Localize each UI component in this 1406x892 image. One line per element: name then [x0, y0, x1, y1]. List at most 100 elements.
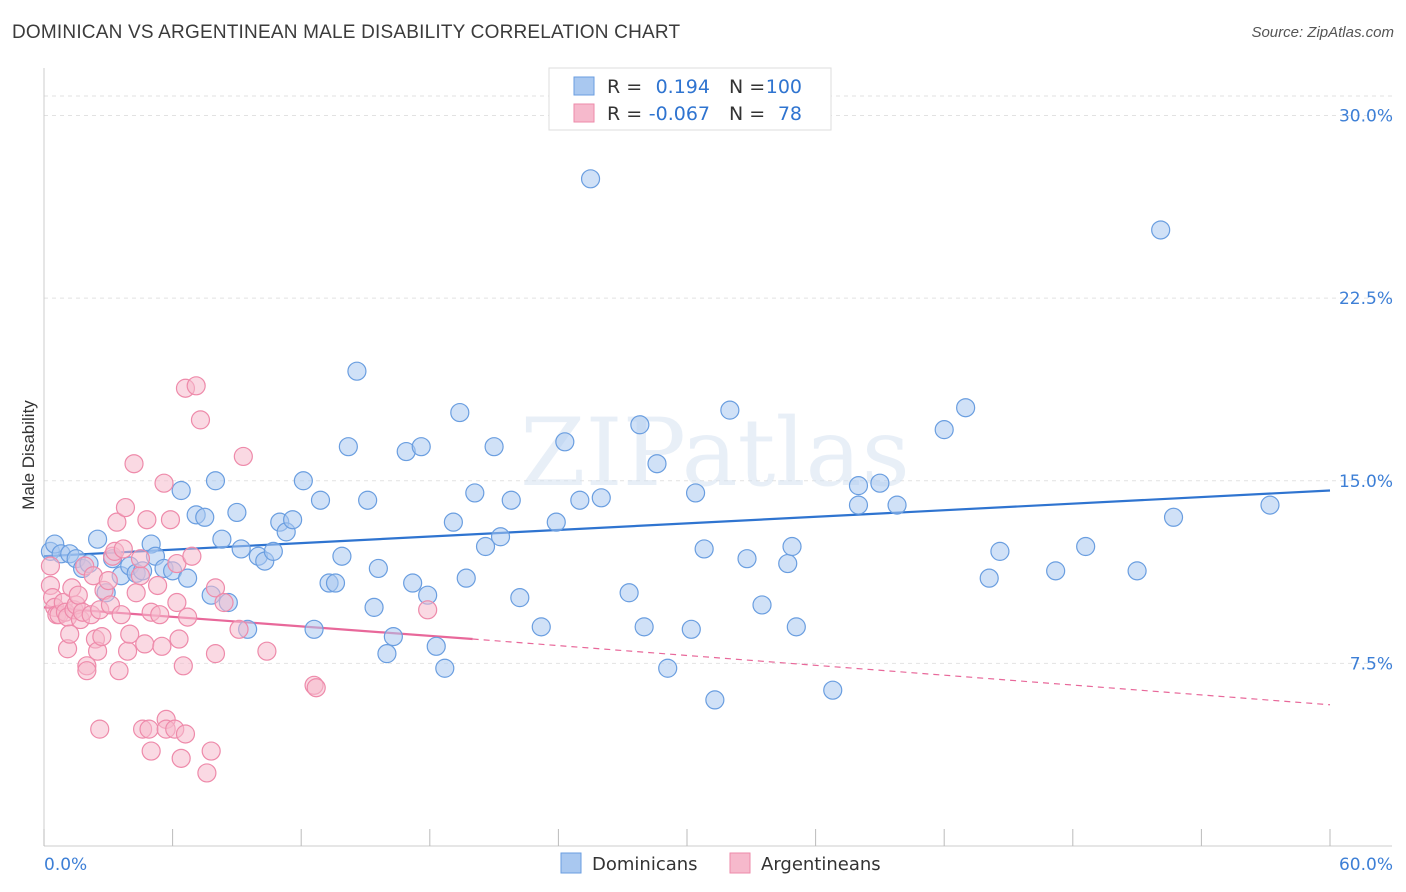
dominican-point [338, 437, 358, 457]
dominican-point [737, 549, 757, 569]
argentinean-point [201, 741, 221, 761]
argentinean-point [306, 678, 326, 698]
bottom-legend-dominicans: Dominicans [592, 854, 698, 875]
dominican-point [377, 644, 397, 664]
argentinean-point [169, 629, 189, 649]
argentinean-point [186, 376, 206, 396]
argentinean-point [190, 410, 211, 430]
legend-r-label-2: R = [607, 103, 642, 125]
argentinean-point [152, 636, 172, 656]
dominican-point [212, 529, 232, 549]
dominican-point [1163, 507, 1184, 527]
dominican-point [205, 471, 226, 491]
argentinean-point [233, 446, 253, 467]
argentinean-point [109, 661, 129, 681]
legend-r-value-1: 0.194 [656, 76, 710, 98]
dominican-point [484, 437, 504, 457]
dominican-point [332, 546, 352, 566]
argentinean-point [124, 454, 144, 474]
dominican-point [510, 588, 530, 608]
chart-title: DOMINICAN VS ARGENTINEAN MALE DISABILITY… [12, 22, 681, 43]
dominicans-trend-line [43, 489, 1331, 558]
argentinean-point [197, 763, 217, 783]
dominican-point [848, 476, 869, 496]
dominican-point [501, 490, 521, 510]
argentinean-point [77, 661, 97, 681]
axes [43, 68, 1392, 847]
dominican-point [685, 483, 706, 503]
dominican-point [887, 495, 907, 515]
dominican-point [591, 488, 611, 508]
y-tick-label: 22.5% [1339, 289, 1393, 309]
bottom-legend: Dominicans Argentineans [560, 852, 881, 875]
bottom-legend-argentineans: Argentineans [761, 854, 881, 875]
dominican-point [87, 529, 108, 549]
dominican-point [465, 483, 485, 503]
argentinean-point [113, 539, 133, 559]
argentinean-point [147, 575, 168, 596]
dominican-point [720, 400, 740, 420]
dominican-point [195, 507, 215, 527]
dominican-point [580, 169, 601, 189]
argentinean-point [90, 719, 110, 739]
dominican-point [647, 454, 667, 474]
dominican-point [694, 539, 714, 559]
dominican-point [786, 617, 806, 637]
dominican-point [358, 490, 378, 510]
dominican-point [450, 402, 470, 423]
dominican-point [778, 553, 798, 574]
dominican-point [752, 595, 772, 615]
dominican-point [848, 495, 869, 515]
argentinean-point [141, 741, 161, 761]
top-legend: R = 0.194 N = 100 R = -0.067 N = 78 [548, 67, 832, 131]
legend-n-value-2: 78 [778, 103, 802, 125]
dominican-point [1260, 495, 1280, 515]
dominican-point [456, 568, 476, 588]
argentinean-point [150, 605, 170, 625]
dominican-point [435, 658, 455, 678]
x-tick-label-min: 0.0% [44, 855, 87, 875]
y-tick-label: 30.0% [1339, 107, 1393, 127]
dominican-point [475, 536, 496, 557]
dominican-point [426, 636, 446, 656]
argentinean-point [182, 546, 202, 566]
dominican-point [823, 680, 843, 700]
dominican-point [956, 398, 976, 418]
dominican-point [782, 536, 802, 557]
dominican-point [1151, 220, 1171, 240]
chart-source: Source: ZipAtlas.com [1251, 24, 1394, 41]
x-tick-labels: 0.0% 60.0% [44, 855, 1393, 875]
data-points [40, 169, 1280, 783]
bottom-legend-swatch-argentineans [729, 852, 751, 874]
argentinean-point [68, 585, 88, 605]
argentinean-point [154, 473, 174, 493]
argentinean-point [117, 641, 138, 661]
dominican-point [171, 480, 191, 501]
argentinean-point [40, 556, 61, 576]
dominican-point [263, 541, 283, 561]
argentinean-point [137, 510, 157, 530]
argentinean-point [175, 724, 196, 744]
argentinean-point [130, 549, 151, 569]
dominican-point [531, 617, 551, 637]
dominican-point [934, 420, 954, 440]
legend-r-label-1: R = [607, 76, 642, 98]
dominican-point [383, 626, 403, 647]
dominican-point [546, 512, 566, 532]
dominican-point [443, 512, 463, 532]
dominican-point [178, 568, 198, 588]
argentinean-point [178, 607, 198, 627]
dominican-point [231, 539, 251, 559]
y-tick-label: 15.0% [1339, 472, 1393, 492]
argentinean-point [126, 583, 146, 603]
dominican-point [658, 658, 678, 678]
bottom-legend-swatch-dominicans [560, 852, 582, 874]
watermark: ZIPatlas [520, 399, 910, 508]
dominican-point [227, 502, 247, 523]
legend-swatch-dominicans [573, 76, 595, 96]
argentinean-point [418, 600, 438, 620]
dominican-point [979, 568, 999, 588]
dominican-point [325, 573, 346, 593]
dominican-point [705, 690, 725, 710]
dominican-point [870, 473, 890, 493]
